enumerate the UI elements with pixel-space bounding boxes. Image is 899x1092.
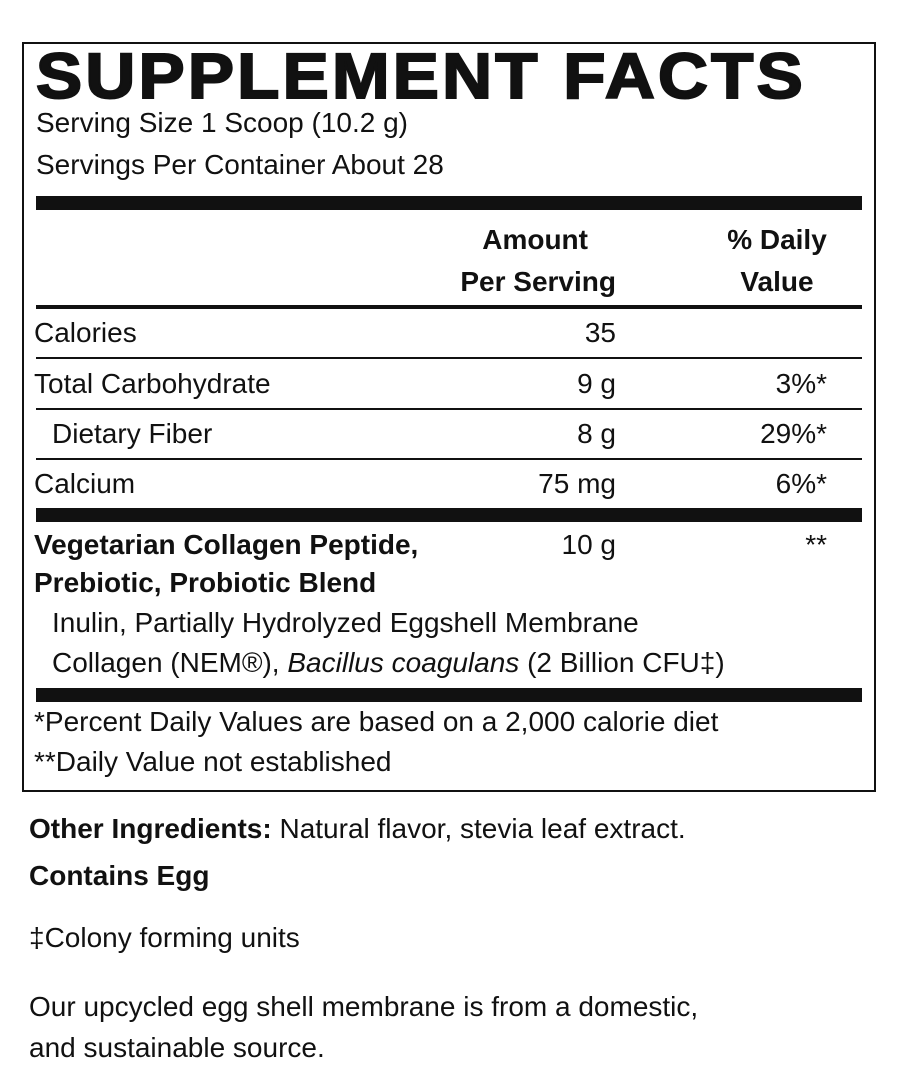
row-amount: 35	[584, 317, 616, 348]
panel-title: SUPPLEMENT FACTS	[35, 40, 806, 112]
header-amount-2: Per Serving	[460, 266, 616, 297]
row-amount: 8 g	[577, 418, 616, 449]
other-ingredients-text: Natural flavor, stevia leaf extract.	[271, 813, 686, 844]
cfu-note: ‡Colony forming units	[29, 922, 300, 953]
footnote-not-established: **Daily Value not established	[34, 746, 392, 777]
divider-thick	[36, 688, 862, 702]
row-amount: 9 g	[577, 368, 616, 399]
header-amount-1: Amount	[482, 224, 588, 255]
other-ingredients: Other Ingredients: Natural flavor, stevi…	[29, 813, 686, 845]
blend-ingredients-2: Collagen (NEM®), Bacillus coagulans (2 B…	[52, 647, 725, 679]
row-amount: 75 mg	[538, 468, 616, 499]
other-ingredients-label: Other Ingredients:	[29, 813, 272, 844]
row-name: Dietary Fiber	[52, 418, 213, 449]
header-dv-2: Value	[740, 266, 814, 297]
probiotic-species: Bacillus coagulans	[287, 647, 520, 678]
blend-amount: 10 g	[561, 529, 617, 560]
divider-thick	[36, 508, 862, 522]
source-statement-1: Our upcycled egg shell membrane is from …	[29, 991, 699, 1022]
row-dv: 29%*	[760, 418, 827, 449]
row-dv: 6%*	[775, 468, 827, 499]
blend-name-2: Prebiotic, Probiotic Blend	[34, 567, 377, 598]
allergen-statement: Contains Egg	[29, 860, 210, 891]
ingredients-text: (2 Billion CFU‡)	[519, 647, 725, 678]
divider-thin	[36, 357, 862, 359]
row-dv: 3%*	[775, 368, 827, 399]
row-name: Calories	[34, 317, 137, 348]
servings-per-container: Servings Per Container About 28	[36, 149, 444, 180]
row-name: Calcium	[34, 468, 136, 499]
source-statement-2: and sustainable source.	[29, 1032, 325, 1063]
header-dv-1: % Daily	[727, 224, 827, 255]
serving-size: Serving Size 1 Scoop (10.2 g)	[36, 107, 408, 138]
footnote-dv: *Percent Daily Values are based on a 2,0…	[34, 706, 719, 737]
divider-thick	[36, 196, 862, 210]
facts-panel-border	[22, 42, 876, 792]
row-name: Total Carbohydrate	[34, 368, 271, 399]
divider-thin	[36, 458, 862, 460]
divider-thin	[36, 408, 862, 410]
blend-name-1: Vegetarian Collagen Peptide,	[34, 529, 419, 560]
divider-medium	[36, 305, 862, 309]
blend-dv: **	[805, 529, 827, 560]
ingredients-text: Collagen (NEM®),	[52, 647, 288, 678]
blend-ingredients-1: Inulin, Partially Hydrolyzed Eggshell Me…	[52, 607, 639, 638]
